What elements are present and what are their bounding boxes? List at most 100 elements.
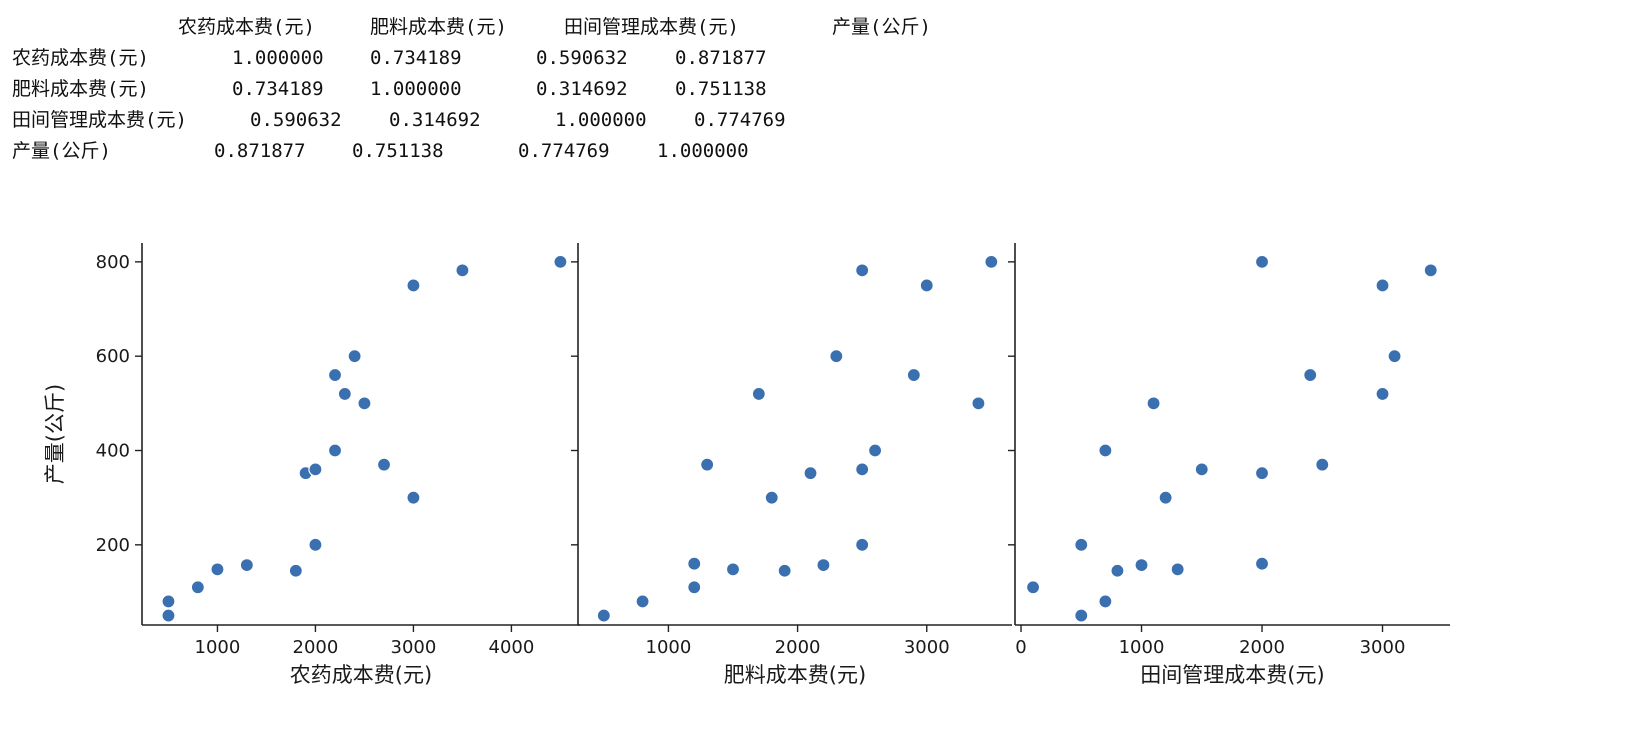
scatter-point xyxy=(1146,396,1161,411)
scatter-point xyxy=(1303,367,1318,383)
correlation-value: 0.751138 xyxy=(352,140,444,162)
scatter-point xyxy=(406,490,421,505)
correlation-value: 0.871877 xyxy=(675,47,767,69)
x-tick-label: 3000 xyxy=(391,637,437,658)
scatter-point xyxy=(687,580,702,595)
x-tick-label: 1000 xyxy=(646,637,692,658)
y-axis-title: 产量(公斤) xyxy=(43,384,67,484)
correlation-column-header: 农药成本费(元) xyxy=(178,16,315,38)
scatter-point xyxy=(161,594,176,609)
x-tick-label: 4000 xyxy=(489,637,535,658)
correlation-value: 0.734189 xyxy=(232,78,324,100)
correlation-value: 0.871877 xyxy=(214,140,306,162)
scatter-point xyxy=(406,278,421,293)
scatter-point xyxy=(553,254,568,269)
correlation-row-label: 农药成本费(元) xyxy=(12,47,149,69)
scatter-panel: 1000 2000 3000 肥料成本费(元) xyxy=(571,243,1012,687)
x-tick-label: 2000 xyxy=(293,637,339,658)
x-axis-title: 田间管理成本费(元) xyxy=(1140,663,1324,687)
scatter-point xyxy=(1158,490,1173,505)
correlation-value: 1.000000 xyxy=(657,140,749,162)
scatter-point xyxy=(327,443,343,458)
scatter-point xyxy=(1098,594,1113,609)
correlation-column-header: 产量(公斤) xyxy=(832,16,931,38)
scatter-point xyxy=(1315,457,1330,472)
x-axis-title: 农药成本费(元) xyxy=(290,663,432,687)
scatter-point xyxy=(239,558,254,573)
x-tick-label: 1000 xyxy=(195,637,241,658)
scatter-point xyxy=(635,594,650,609)
scatter-point xyxy=(1134,558,1149,573)
scatter-panel: 0 1000 2000 3000 田间管理成本费(元) xyxy=(1008,243,1450,687)
correlation-value: 0.590632 xyxy=(536,47,628,69)
correlation-value: 0.590632 xyxy=(250,109,342,131)
scatter-point xyxy=(971,396,986,411)
scatter-point xyxy=(855,537,870,552)
x-axis-title: 肥料成本费(元) xyxy=(724,663,866,687)
correlation-column-header: 肥料成本费(元) xyxy=(370,16,507,38)
correlation-row-label: 肥料成本费(元) xyxy=(12,78,149,100)
y-tick-label: 200 xyxy=(96,535,130,556)
correlation-value: 0.751138 xyxy=(675,78,767,100)
scatter-point xyxy=(596,608,611,623)
scatter-point xyxy=(327,367,343,383)
scatter-point xyxy=(1110,563,1125,578)
y-tick-label: 400 xyxy=(96,441,130,462)
scatter-point xyxy=(1375,278,1390,293)
scatter-point xyxy=(1387,349,1402,364)
correlation-value: 0.774769 xyxy=(518,140,610,162)
scatter-panel: 200 400 600 800 1000 2000 3000 4000 农药成本费(元) 产量(公… xyxy=(43,243,580,687)
correlation-row-label: 田间管理成本费(元) xyxy=(12,109,187,131)
scatter-point xyxy=(1170,562,1185,577)
x-tick-label: 1000 xyxy=(1119,637,1165,658)
scatter-point xyxy=(829,349,844,364)
correlation-value: 0.314692 xyxy=(536,78,628,100)
correlation-value: 1.000000 xyxy=(555,109,647,131)
scatter-point xyxy=(337,386,352,402)
scatter-point xyxy=(751,386,766,402)
x-tick-label: 0 xyxy=(1015,637,1026,658)
scatter-point xyxy=(764,490,779,505)
x-tick-label: 2000 xyxy=(775,637,821,658)
correlation-row-label: 产量(公斤) xyxy=(12,140,111,162)
scatter-point xyxy=(308,537,323,552)
correlation-value: 0.774769 xyxy=(694,109,786,131)
scatter-point xyxy=(855,462,870,477)
scatter-point xyxy=(1254,466,1270,481)
scatter-point xyxy=(803,466,818,481)
scatter-point xyxy=(725,562,741,577)
x-tick-label: 3000 xyxy=(904,637,950,658)
x-tick-label: 2000 xyxy=(1239,637,1285,658)
correlation-value: 0.734189 xyxy=(370,47,462,69)
correlation-column-header: 田间管理成本费(元) xyxy=(564,16,739,38)
scatter-point xyxy=(919,278,934,293)
scatter-point xyxy=(1423,263,1438,278)
correlation-value: 1.000000 xyxy=(232,47,324,69)
scatter-point xyxy=(1074,537,1089,552)
correlation-value: 1.000000 xyxy=(370,78,462,100)
y-tick-label: 800 xyxy=(96,252,130,273)
scatter-point xyxy=(906,367,921,383)
scatter-point xyxy=(357,396,372,411)
scatter-point xyxy=(1375,386,1390,402)
scatter-point xyxy=(1254,254,1270,269)
scatter-point xyxy=(867,443,883,458)
scatter-point xyxy=(1254,556,1270,571)
scatter-point xyxy=(455,263,470,278)
scatter-point xyxy=(190,580,205,595)
scatter-point xyxy=(687,556,702,571)
scatter-point xyxy=(210,562,225,577)
scatter-point xyxy=(1098,443,1113,458)
scatter-point xyxy=(376,457,392,472)
correlation-value: 0.314692 xyxy=(389,109,481,131)
scatter-point xyxy=(777,563,792,578)
scatter-point xyxy=(288,563,303,578)
scatter-point xyxy=(161,608,176,623)
scatter-point xyxy=(855,263,870,278)
scatter-point xyxy=(308,462,323,477)
scatter-point xyxy=(700,457,715,472)
x-tick-label: 3000 xyxy=(1360,637,1406,658)
scatter-point xyxy=(1074,608,1089,623)
y-tick-label: 600 xyxy=(96,346,130,367)
